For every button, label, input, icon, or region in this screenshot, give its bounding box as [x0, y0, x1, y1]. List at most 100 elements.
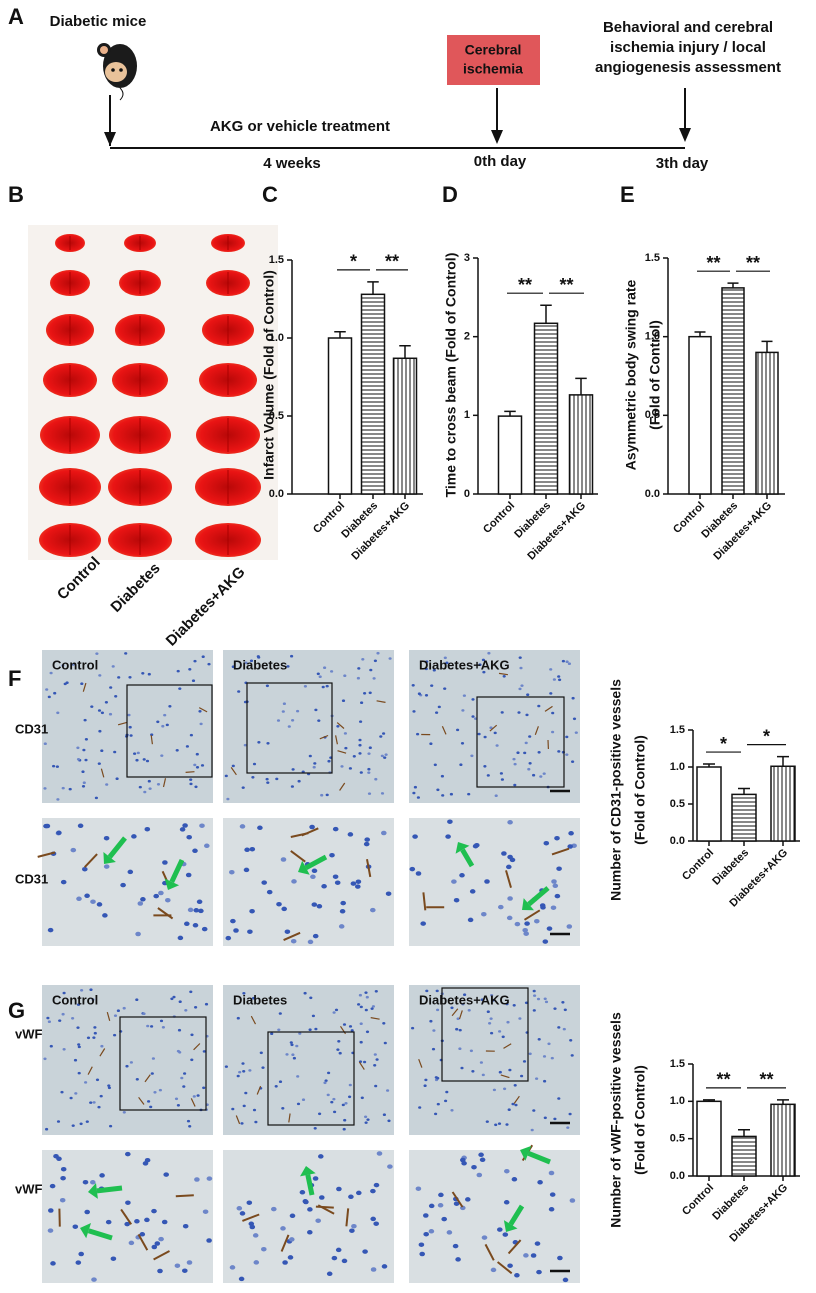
nucleus [257, 741, 261, 744]
nucleus [150, 1025, 154, 1028]
nucleus [532, 773, 536, 777]
green-arrow [96, 1185, 123, 1194]
nucleus [364, 1121, 368, 1124]
nucleus [367, 767, 371, 771]
panel-label: B [8, 182, 24, 207]
nucleus [494, 1123, 498, 1127]
nucleus [291, 1053, 295, 1056]
nucleus [567, 844, 573, 849]
nucleus [537, 1180, 543, 1185]
nucleus [418, 1106, 422, 1109]
nucleus [86, 1036, 91, 1040]
nucleus [198, 710, 202, 713]
nucleus [380, 792, 385, 795]
nucleus [103, 864, 110, 869]
nucleus [501, 1035, 505, 1039]
nucleus [95, 1078, 100, 1082]
nucleus [135, 758, 139, 762]
vessel [451, 1008, 459, 1017]
nucleus [511, 1177, 518, 1182]
nucleus [92, 1036, 96, 1039]
nucleus [156, 783, 161, 786]
nucleus [44, 823, 51, 829]
nucleus [367, 792, 372, 795]
nucleus [76, 758, 81, 761]
vessel [87, 1066, 93, 1075]
y-tick-label: 0.5 [670, 798, 685, 810]
nucleus [224, 1065, 228, 1068]
nucleus [356, 676, 360, 680]
nucleus [270, 1032, 274, 1035]
vessel [242, 1213, 260, 1222]
nucleus [381, 1264, 388, 1269]
significance-label: * [350, 252, 357, 272]
nucleus [363, 1060, 367, 1064]
nucleus [425, 989, 429, 993]
nucleus [373, 659, 377, 663]
nucleus [550, 905, 557, 910]
nucleus [508, 1068, 512, 1072]
nucleus [261, 1246, 267, 1252]
nucleus [162, 860, 168, 865]
nucleus [296, 709, 300, 713]
nucleus [513, 762, 517, 766]
nucleus [507, 1263, 513, 1268]
nucleus [370, 1188, 376, 1194]
nucleus [507, 854, 513, 860]
nucleus [338, 1051, 342, 1055]
vessel [319, 734, 329, 740]
nucleus [84, 758, 88, 762]
nucleus [100, 1044, 104, 1048]
green-arrow-head [455, 842, 470, 854]
nucleus [469, 1049, 473, 1053]
nucleus [129, 1061, 133, 1064]
vessel [137, 1233, 149, 1251]
vessel [193, 1043, 201, 1051]
nucleus [356, 1190, 362, 1196]
green-arrow [305, 1174, 315, 1196]
nucleus [248, 1069, 252, 1072]
nucleus [144, 826, 151, 832]
nucleus [320, 793, 324, 797]
green-arrow [107, 836, 127, 859]
nucleus [77, 1045, 81, 1049]
nucleus [562, 1027, 566, 1031]
nucleus [528, 1052, 532, 1056]
nucleus [238, 1070, 242, 1074]
nucleus [343, 1118, 347, 1122]
nucleus [277, 1028, 281, 1032]
nucleus [459, 763, 463, 766]
nucleus [98, 674, 102, 677]
nucleus [240, 1122, 244, 1125]
nucleus [174, 1263, 181, 1268]
nucleus [348, 1025, 353, 1028]
nucleus [319, 1195, 325, 1200]
nucleus [158, 890, 164, 896]
arrow-head [104, 132, 116, 146]
nucleus [479, 1157, 486, 1163]
micrograph-background [42, 1150, 213, 1283]
vessel [288, 1113, 291, 1123]
nucleus [370, 1267, 377, 1272]
micrograph: Diabetes [223, 985, 394, 1135]
nucleus [182, 1223, 189, 1229]
nucleus [568, 831, 574, 836]
bar [688, 335, 712, 495]
nucleus [47, 1020, 52, 1023]
nucleus [566, 1126, 570, 1129]
y-axis-label: Number of vWF-positive vessels [608, 1012, 624, 1228]
nucleus [368, 691, 372, 695]
nucleus [456, 728, 460, 732]
nucleus [547, 1042, 551, 1046]
nucleus [330, 1100, 334, 1104]
nucleus [163, 1172, 169, 1177]
nucleus [536, 1269, 542, 1275]
nucleus [312, 933, 319, 939]
nucleus [511, 1102, 515, 1106]
nucleus [136, 751, 140, 755]
nucleus [551, 730, 555, 734]
nucleus [483, 735, 487, 739]
nucleus [507, 1108, 511, 1111]
nucleus [290, 654, 294, 658]
nucleus [308, 1028, 312, 1031]
